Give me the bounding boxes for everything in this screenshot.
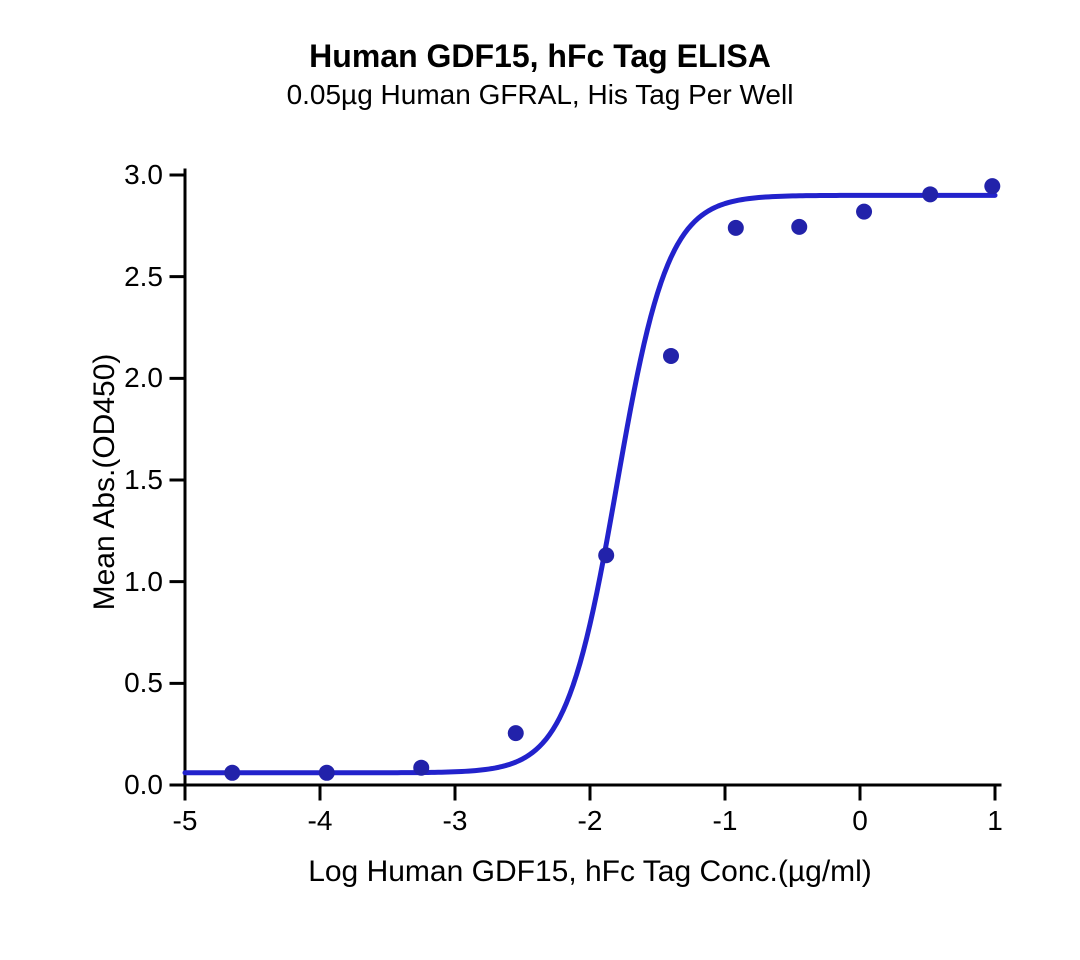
y-tick-label: 2.5 bbox=[124, 261, 163, 293]
data-point bbox=[224, 765, 240, 781]
x-tick-label: -2 bbox=[550, 805, 630, 837]
data-point bbox=[663, 348, 679, 364]
x-tick-label: 0 bbox=[820, 805, 900, 837]
data-point bbox=[508, 725, 524, 741]
data-point bbox=[728, 220, 744, 236]
y-tick-label: 0.5 bbox=[124, 667, 163, 699]
x-tick-label: -4 bbox=[280, 805, 360, 837]
chart-container: Human GDF15, hFc Tag ELISA 0.05µg Human … bbox=[0, 0, 1080, 960]
data-point bbox=[922, 186, 938, 202]
x-tick-label: -3 bbox=[415, 805, 495, 837]
y-tick-label: 1.0 bbox=[124, 566, 163, 598]
x-tick-label: 1 bbox=[955, 805, 1035, 837]
data-point bbox=[598, 547, 614, 563]
x-tick-label: -1 bbox=[685, 805, 765, 837]
data-point bbox=[984, 178, 1000, 194]
fit-curve bbox=[185, 195, 995, 772]
y-tick-label: 3.0 bbox=[124, 159, 163, 191]
data-point bbox=[319, 765, 335, 781]
y-tick-label: 2.0 bbox=[124, 362, 163, 394]
x-tick-label: -5 bbox=[145, 805, 225, 837]
data-point bbox=[856, 204, 872, 220]
data-point bbox=[413, 760, 429, 776]
data-point bbox=[791, 219, 807, 235]
y-tick-label: 1.5 bbox=[124, 464, 163, 496]
y-tick-label: 0.0 bbox=[124, 769, 163, 801]
